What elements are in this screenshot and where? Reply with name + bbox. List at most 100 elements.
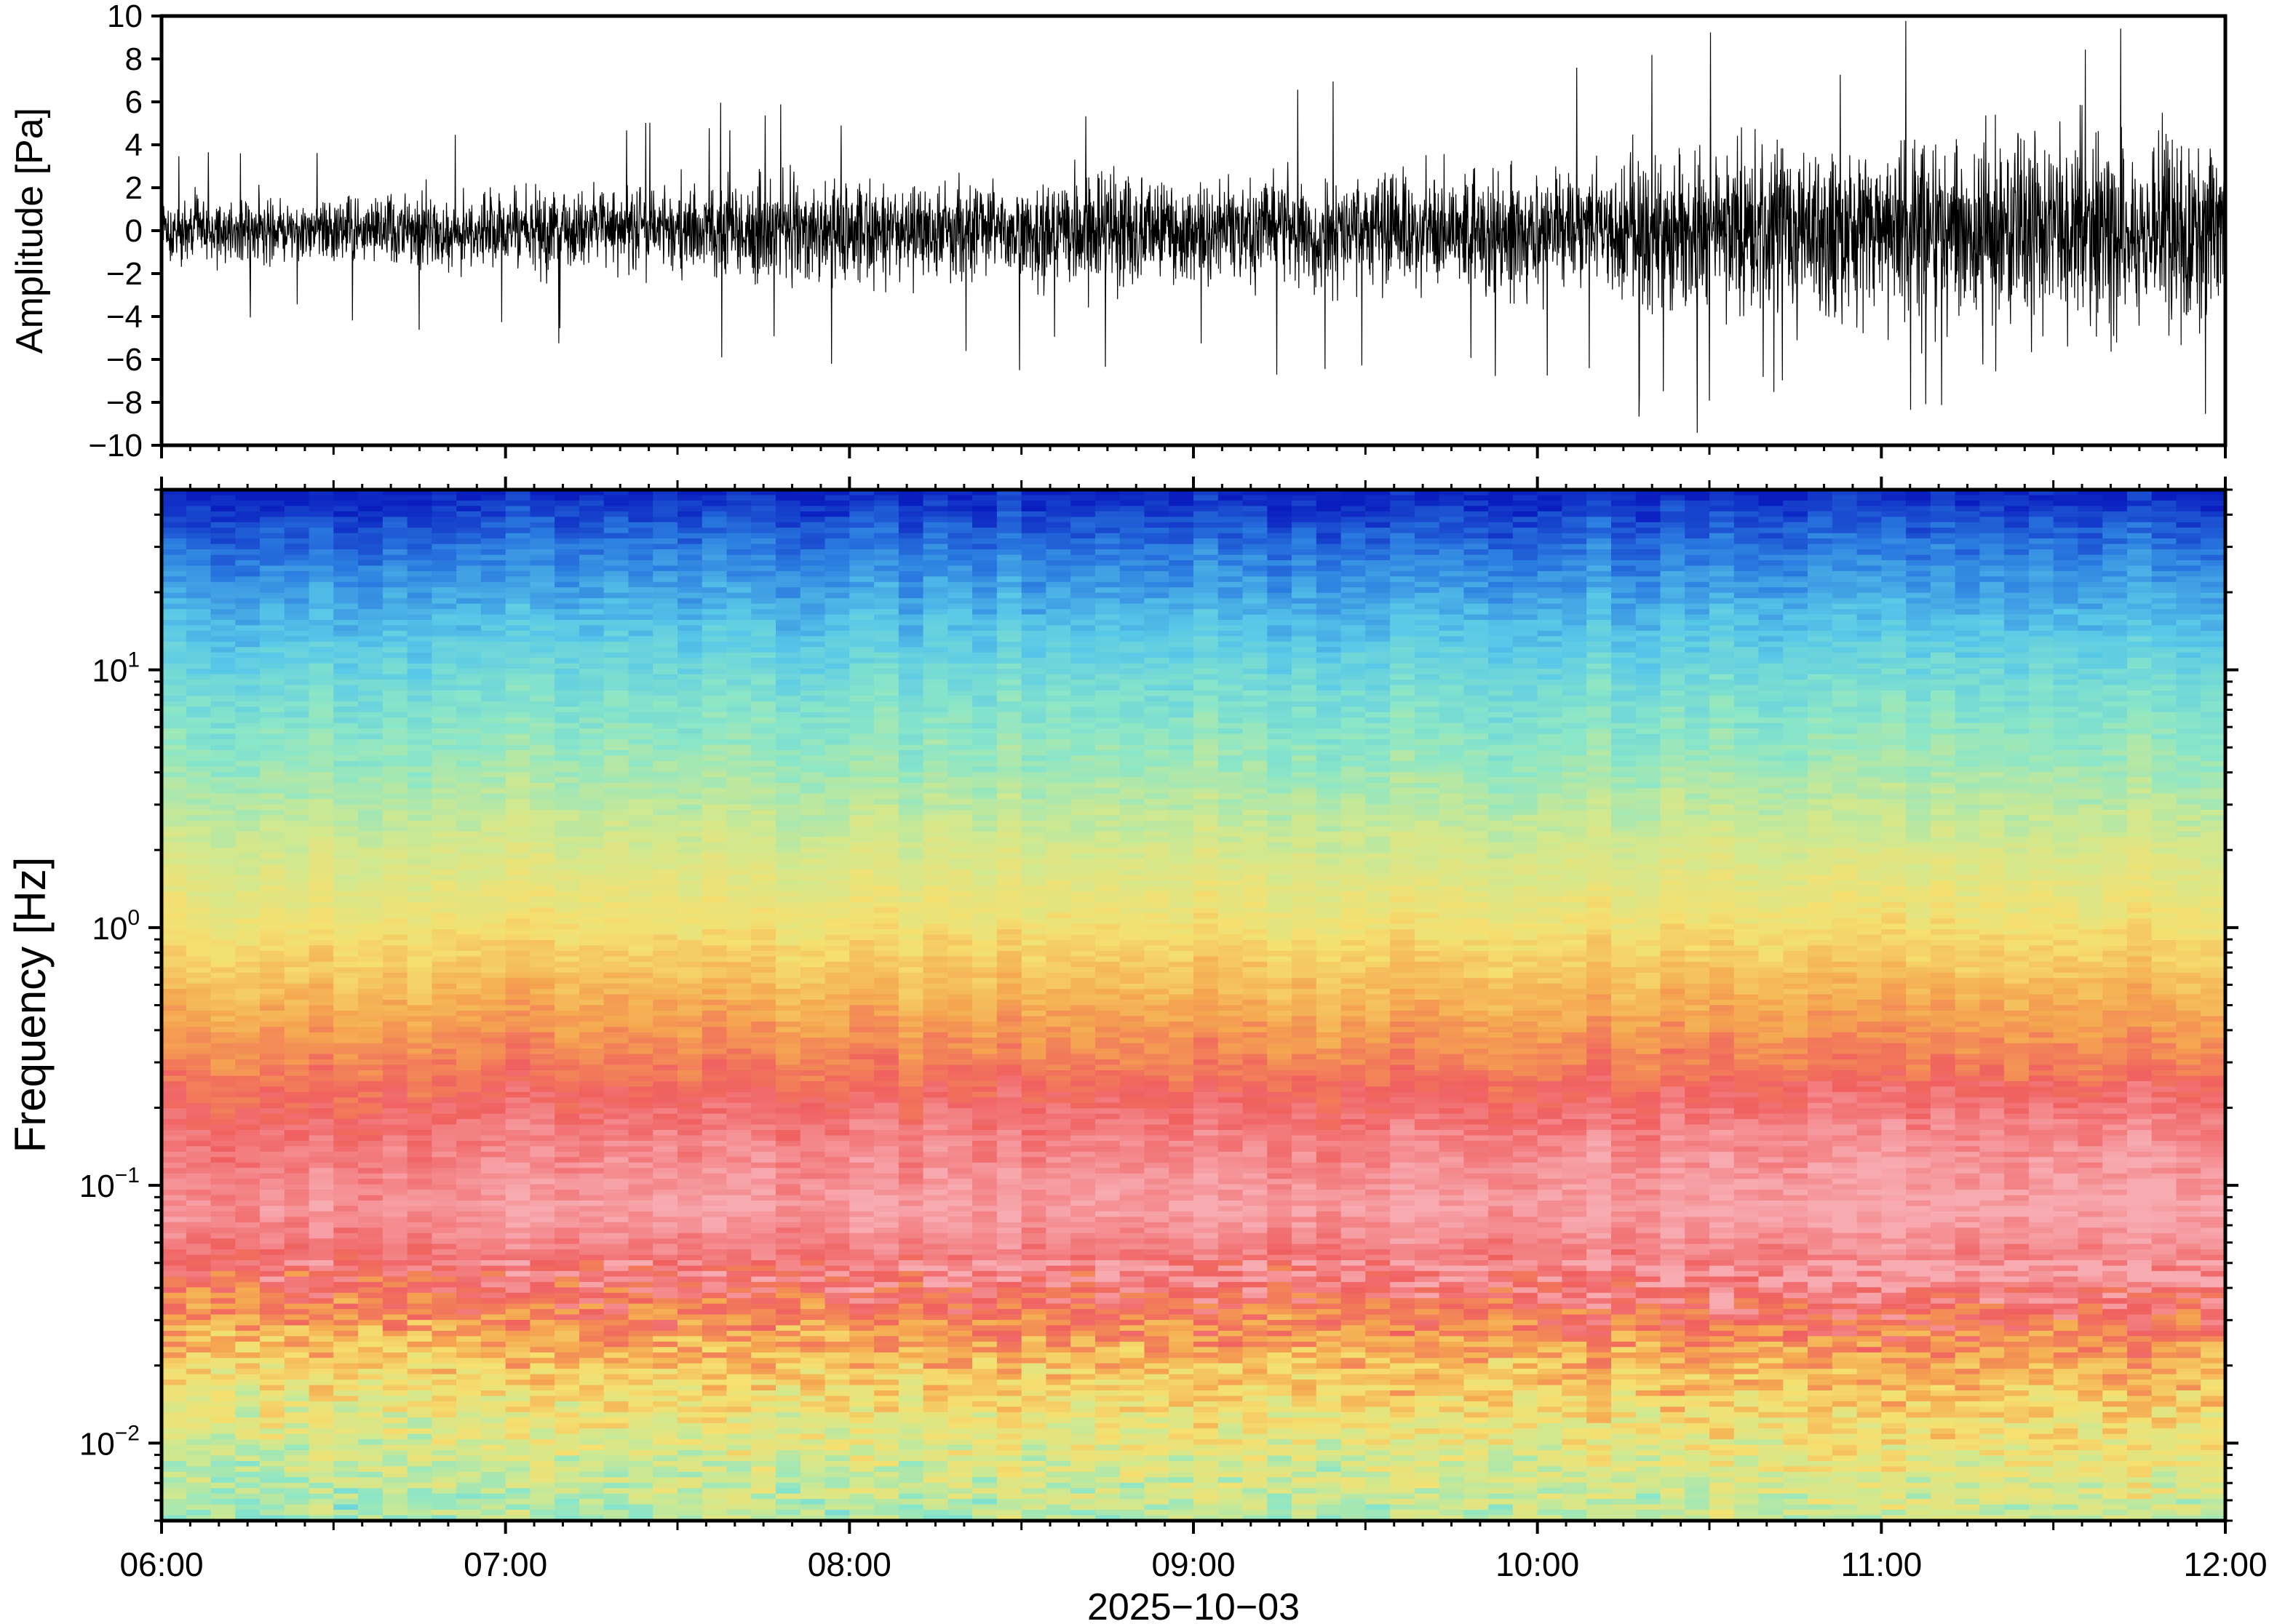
spectrogram-cell xyxy=(284,1461,310,1468)
spectrogram-cell xyxy=(358,1444,384,1451)
spectrogram-cell xyxy=(677,956,703,963)
spectrogram-cell xyxy=(284,533,310,539)
spectrogram-cell xyxy=(235,777,261,784)
spectrogram-cell xyxy=(456,630,482,637)
spectrogram-cell xyxy=(530,1515,555,1521)
spectrogram-cell xyxy=(480,685,506,691)
spectrogram-cell xyxy=(579,1064,605,1071)
spectrogram-cell xyxy=(432,1070,457,1077)
spectrogram-cell xyxy=(284,864,310,870)
spectrogram-cell xyxy=(309,1352,335,1359)
spectrogram-cell xyxy=(653,1043,678,1049)
spectrogram-cell xyxy=(456,859,482,865)
spectrogram-cell xyxy=(480,1281,506,1289)
spectrogram-cell xyxy=(677,1369,703,1375)
spectrogram-cell xyxy=(432,1254,457,1261)
spectrogram-cell xyxy=(628,1000,654,1006)
spectrogram-cell xyxy=(555,598,580,605)
spectrogram-cell xyxy=(456,1303,482,1310)
spectrogram-cell xyxy=(480,923,506,930)
spectrogram-cell xyxy=(555,923,580,930)
spectrogram-cell xyxy=(505,1455,531,1462)
spectrogram-cell xyxy=(186,907,212,914)
spectrogram-cell xyxy=(480,1254,506,1261)
spectrogram-cell xyxy=(677,945,703,952)
spectrogram-cell xyxy=(260,609,285,616)
spectrogram-cell xyxy=(235,810,261,816)
spectrogram-cell xyxy=(555,528,580,534)
spectrogram-cell xyxy=(726,1401,752,1408)
spectrogram-cell xyxy=(407,744,433,751)
spectrogram-cell xyxy=(776,636,801,642)
spectrogram-cell xyxy=(309,733,335,740)
spectrogram-cell xyxy=(407,950,433,958)
spectrogram-cell xyxy=(603,804,629,811)
spectrogram-cell xyxy=(530,891,555,898)
spectrogram-cell xyxy=(309,1482,335,1489)
spectrogram-cell xyxy=(162,1027,187,1033)
spectrogram-cell xyxy=(358,1341,384,1348)
spectrogram-cell xyxy=(505,1347,531,1353)
spectrogram-cell xyxy=(480,625,506,632)
spectrogram-cell xyxy=(530,1347,555,1353)
spectrogram-cell xyxy=(382,820,408,827)
spectrogram-cell xyxy=(751,1406,776,1413)
spectrogram-cell xyxy=(702,1130,728,1137)
spectrogram-cell xyxy=(284,658,310,664)
spectrogram-cell xyxy=(628,1303,654,1310)
spectrogram-cell xyxy=(677,533,703,539)
spectrogram-cell xyxy=(186,1168,212,1174)
spectrogram-cell xyxy=(555,961,580,968)
spectrogram-cell xyxy=(530,1482,555,1489)
spectrogram-cell xyxy=(432,766,457,773)
spectrogram-cell xyxy=(726,1510,752,1516)
spectrogram-cell xyxy=(579,1130,605,1137)
spectrogram-cell xyxy=(505,896,531,903)
spectrogram-cell xyxy=(186,1113,212,1120)
spectrogram-cell xyxy=(210,777,237,784)
spectrogram-cell xyxy=(358,934,384,941)
spectrogram-cell xyxy=(309,896,335,903)
spectrogram-cell xyxy=(653,1439,678,1446)
spectrogram-cell xyxy=(333,728,359,735)
spectrogram-cell xyxy=(432,1027,457,1033)
spectrogram-cell xyxy=(579,1168,605,1174)
spectrogram-cell xyxy=(235,495,261,501)
spectrogram-cell xyxy=(702,1075,728,1082)
spectrogram-cell xyxy=(432,864,457,870)
spectrogram-cell xyxy=(162,972,187,979)
spectrogram-cell xyxy=(505,1005,531,1011)
spectrogram-cell xyxy=(309,1461,335,1468)
spectrogram-cell xyxy=(382,1510,408,1516)
spectrogram-cell xyxy=(702,1070,728,1077)
spectrogram-cell xyxy=(235,885,261,892)
spectrogram-cell xyxy=(210,788,237,795)
spectrogram-cell xyxy=(555,1206,580,1212)
spectrogram-cell xyxy=(309,1233,335,1239)
spectrogram-cell xyxy=(776,533,801,539)
spectrogram-cell xyxy=(162,1190,187,1196)
spectrogram-cell xyxy=(628,1401,654,1408)
spectrogram-cell xyxy=(603,1439,629,1446)
spectrogram-cell xyxy=(505,1249,531,1256)
spectrogram-cell xyxy=(382,961,408,968)
spectrogram-cell xyxy=(480,1032,506,1039)
spectrogram-cell xyxy=(260,972,285,979)
spectrogram-cell xyxy=(407,891,433,898)
spectrogram-cell xyxy=(677,1021,703,1028)
spectrogram-cell xyxy=(677,1260,703,1267)
spectrogram-cell xyxy=(505,1124,531,1131)
spectrogram-cell xyxy=(309,658,335,664)
spectrogram-cell xyxy=(480,1070,506,1077)
spectrogram-cell xyxy=(677,1217,703,1223)
spectrogram-cell xyxy=(284,511,310,518)
spectrogram-cell xyxy=(555,864,580,870)
spectrogram-cell xyxy=(702,614,728,621)
spectrogram-cell xyxy=(260,1070,285,1077)
spectrogram-cell xyxy=(628,793,654,800)
waveform-y-tick-label: 2 xyxy=(125,170,143,206)
spectrogram-cell xyxy=(628,956,654,963)
spectrogram-cell xyxy=(726,1027,752,1033)
spectrogram-cell xyxy=(603,533,629,539)
spectrogram-cell xyxy=(162,1314,187,1321)
